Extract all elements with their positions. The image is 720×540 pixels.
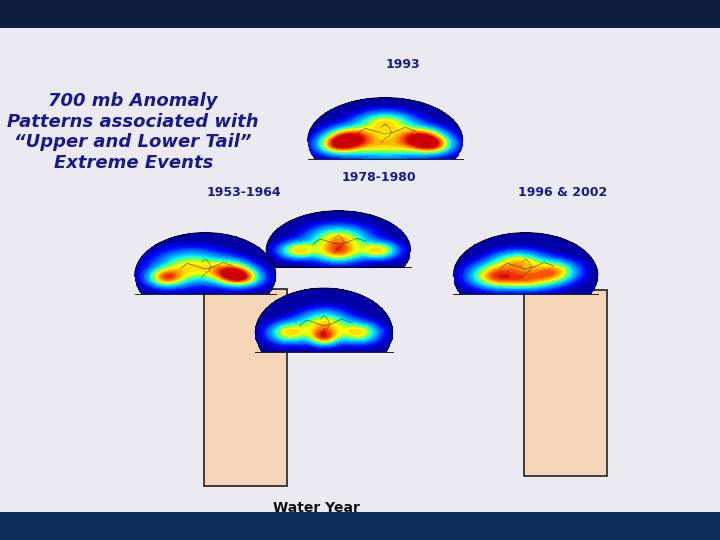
- Bar: [204, 289, 287, 486]
- Text: 1978-1980: 1978-1980: [342, 171, 417, 184]
- Text: Water Year: Water Year: [274, 501, 360, 515]
- Bar: [524, 290, 607, 476]
- Text: 700 mb Anomaly
Patterns associated with
“Upper and Lower Tail”
Extreme Events: 700 mb Anomaly Patterns associated with …: [7, 92, 259, 172]
- Bar: [0, 0, 720, 28]
- Text: 1970: 1970: [322, 243, 356, 256]
- Bar: [0, 512, 720, 540]
- Text: 1953-1964: 1953-1964: [207, 186, 282, 199]
- Text: 1993: 1993: [385, 58, 420, 71]
- Text: 1996 & 2002: 1996 & 2002: [518, 186, 608, 199]
